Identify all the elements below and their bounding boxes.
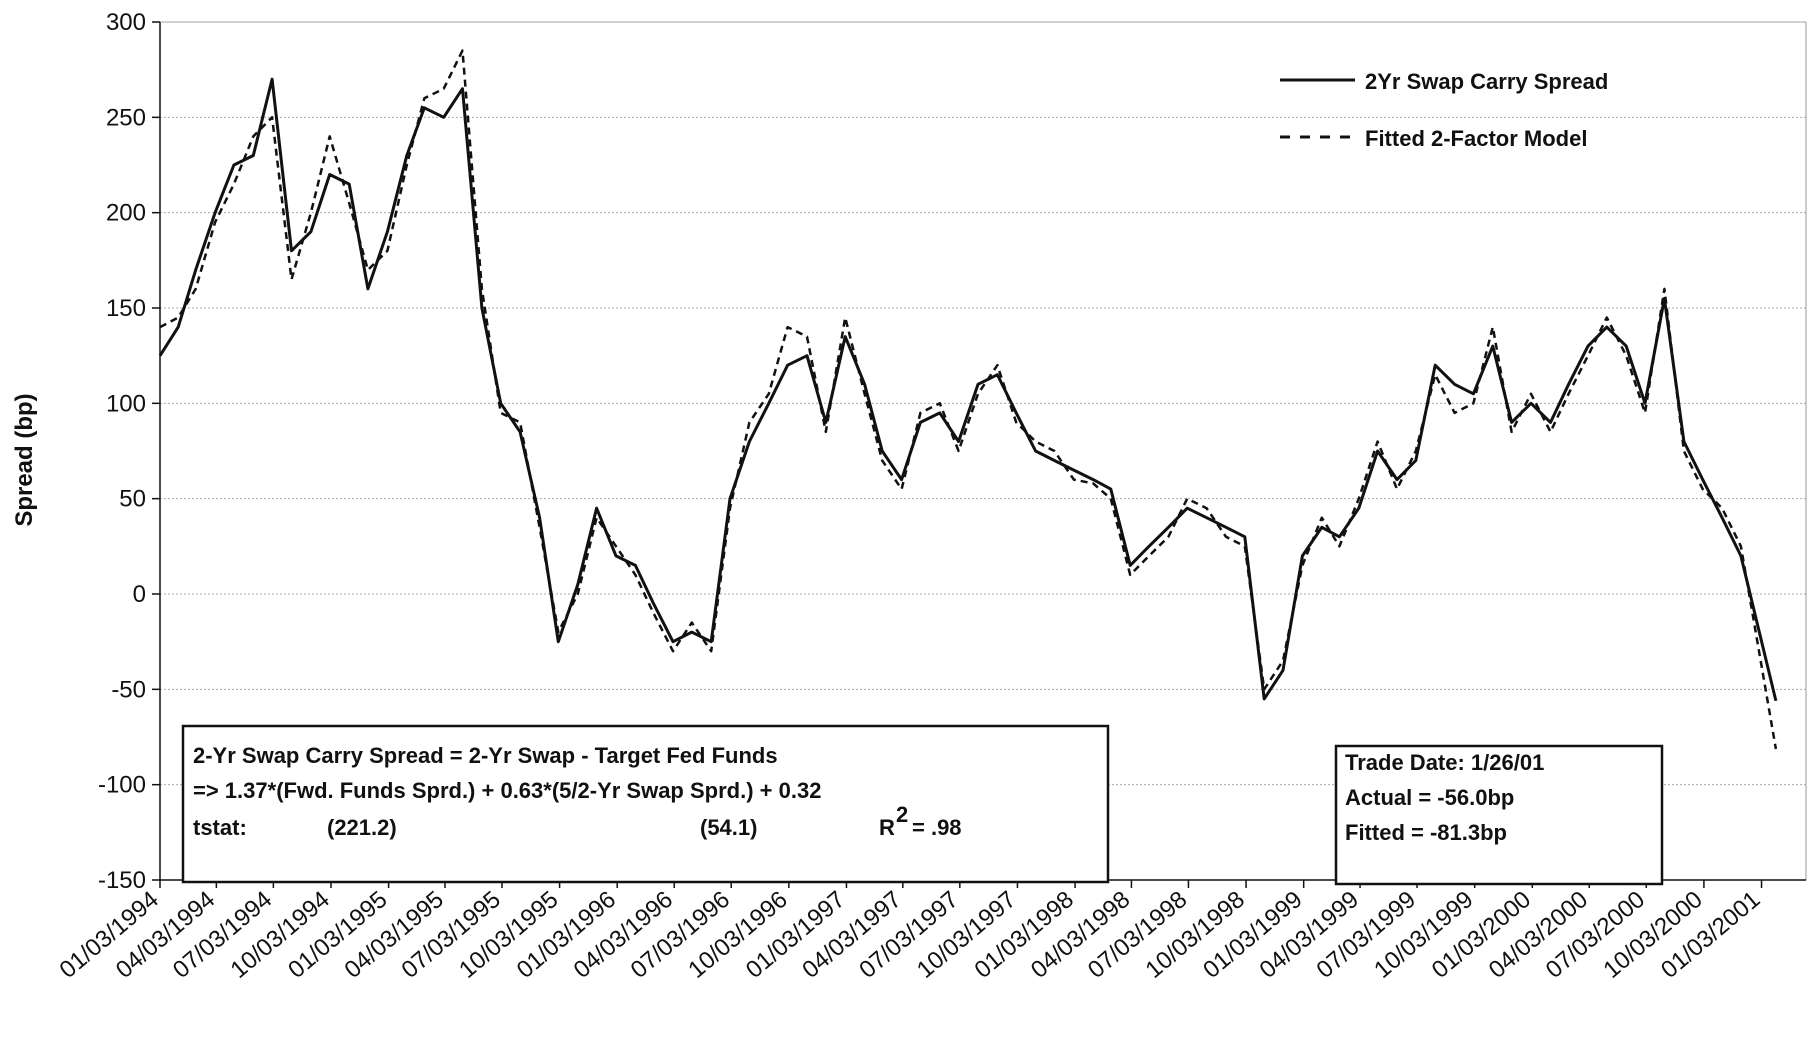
y-tick-label: 50 (119, 486, 146, 513)
y-tick-label: 300 (106, 9, 146, 36)
equation-box: 2-Yr Swap Carry Spread = 2-Yr Swap - Tar… (181, 724, 1110, 884)
trade-box-line: Trade Date: 1/26/01 (1345, 750, 1544, 775)
r2-base: R (879, 815, 895, 840)
series-line (158, 77, 1778, 702)
r2-value: = .98 (912, 815, 962, 840)
y-tick-label: -50 (111, 676, 146, 703)
y-tick-label: 0 (133, 581, 146, 608)
trade-box-frame (1334, 744, 1664, 886)
legend-label: Fitted 2-Factor Model (1365, 126, 1587, 151)
y-tick-label: 100 (106, 390, 146, 417)
trade-box-line: Actual = -56.0bp (1345, 785, 1514, 810)
trade-box: Trade Date: 1/26/01 Actual = -56.0bp Fit… (1334, 744, 1664, 886)
tstat-value: (54.1) (700, 815, 757, 840)
equation-line: => 1.37*(Fwd. Funds Sprd.) + 0.63*(5/2-Y… (193, 778, 821, 803)
equation-box-frame (181, 724, 1110, 884)
legend-label: 2Yr Swap Carry Spread (1365, 69, 1608, 94)
y-tick-label: -100 (98, 772, 146, 799)
y-axis-label: Spread (bp) (11, 393, 38, 526)
r2-exponent: 2 (896, 802, 908, 827)
y-tick-label: 200 (106, 200, 146, 227)
series-line (159, 49, 1778, 750)
y-tick-label: 250 (106, 104, 146, 131)
equation-line: 2-Yr Swap Carry Spread = 2-Yr Swap - Tar… (193, 743, 778, 768)
tstat-label: tstat: (193, 815, 247, 840)
y-tick-label: 150 (106, 295, 146, 322)
trade-box-line: Fitted = -81.3bp (1345, 820, 1507, 845)
tstat-value: (221.2) (327, 815, 397, 840)
y-tick-label: -150 (98, 867, 146, 894)
